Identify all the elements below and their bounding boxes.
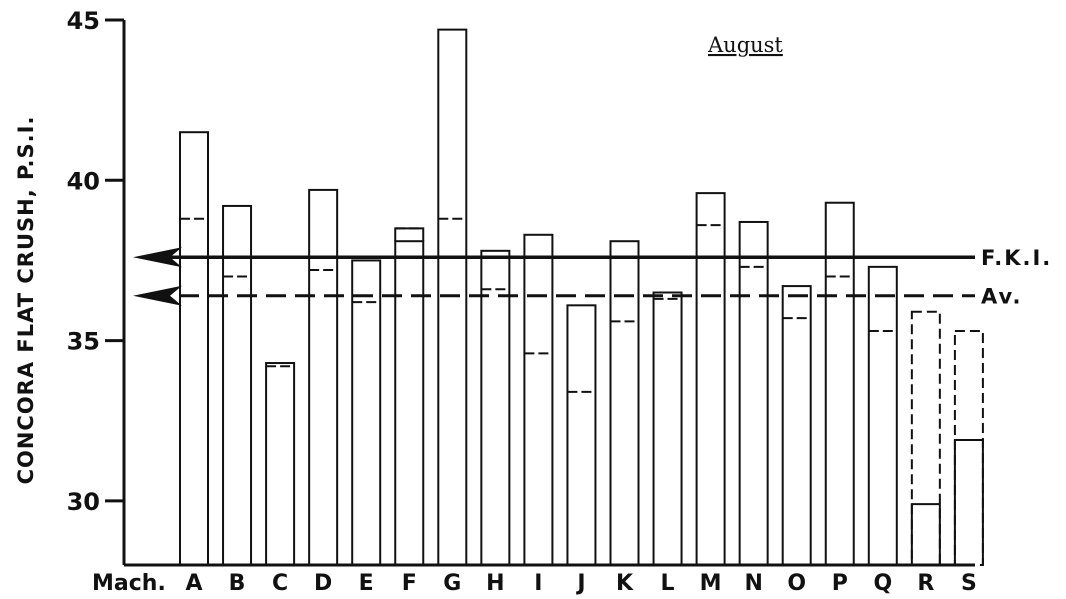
category-label: A bbox=[185, 571, 202, 596]
bar-solid bbox=[910, 503, 941, 565]
category-label: H bbox=[486, 571, 504, 596]
category-label: J bbox=[575, 571, 585, 596]
bar-group-d bbox=[308, 188, 339, 566]
category-label: S bbox=[961, 571, 977, 596]
bar-group-o bbox=[781, 285, 812, 566]
bar-solid bbox=[308, 188, 339, 566]
bar-group-c bbox=[265, 362, 296, 566]
bar-solid bbox=[265, 362, 296, 566]
bar-solid bbox=[351, 259, 382, 566]
category-label: C bbox=[272, 571, 288, 596]
arrow-left-icon bbox=[133, 247, 182, 268]
category-label: N bbox=[744, 571, 762, 596]
chart-title: August bbox=[707, 33, 783, 57]
bar-solid bbox=[738, 220, 769, 566]
bar-group-k bbox=[609, 240, 640, 567]
category-label: E bbox=[359, 571, 374, 596]
bar-dashed-cap bbox=[394, 227, 425, 242]
category-label: O bbox=[787, 571, 806, 596]
bar-group-a bbox=[179, 131, 209, 567]
category-label: D bbox=[314, 571, 332, 596]
category-label: M bbox=[700, 571, 722, 596]
bar-group-m bbox=[695, 192, 726, 566]
category-label: F bbox=[402, 571, 417, 596]
reference-line-label: F.K.I. bbox=[981, 246, 1052, 270]
bar-solid bbox=[824, 201, 855, 566]
bar-group-i bbox=[523, 233, 554, 566]
y-tick-label: 30 bbox=[67, 488, 100, 516]
category-label: Q bbox=[873, 571, 892, 596]
category-label: R bbox=[917, 571, 934, 596]
category-label: L bbox=[661, 571, 675, 596]
bar-solid bbox=[695, 192, 726, 566]
y-axis-label: CONCORA FLAT CRUSH, P.S.I. bbox=[14, 116, 38, 485]
category-label: B bbox=[229, 571, 246, 596]
bar-group-l bbox=[652, 291, 683, 566]
bars bbox=[179, 28, 984, 567]
bar-group-p bbox=[824, 201, 855, 566]
bar-solid bbox=[566, 304, 597, 566]
category-label: P bbox=[832, 571, 848, 596]
bar-solid bbox=[437, 28, 468, 566]
bar-dashed-outline bbox=[910, 310, 941, 566]
y-tick-label: 35 bbox=[67, 328, 100, 356]
bar-group-e bbox=[351, 259, 382, 566]
bar-group-g bbox=[437, 28, 468, 566]
y-tick-label: 45 bbox=[67, 7, 100, 35]
bar-group-b bbox=[222, 204, 253, 567]
y-tick-label: 40 bbox=[67, 167, 100, 195]
bar-solid bbox=[222, 204, 253, 567]
bar-solid bbox=[609, 240, 640, 567]
bar-group-f bbox=[394, 227, 425, 567]
bar-group-s bbox=[953, 329, 984, 566]
reference-line-label: Av. bbox=[981, 285, 1022, 309]
bar-solid bbox=[867, 265, 898, 566]
bar-solid bbox=[953, 438, 984, 565]
category-label: G bbox=[443, 571, 461, 596]
bar-group-r bbox=[910, 310, 941, 566]
x-axis-label: Mach. bbox=[92, 571, 166, 596]
bar-solid bbox=[394, 240, 425, 567]
bar-group-h bbox=[480, 249, 511, 567]
bar-group-n bbox=[738, 220, 769, 566]
bar-dashed-outline bbox=[953, 329, 984, 566]
bar-group-q bbox=[867, 265, 898, 566]
bar-solid bbox=[480, 249, 511, 567]
bar-group-j bbox=[566, 304, 597, 566]
category-label: I bbox=[534, 571, 542, 596]
category-label: K bbox=[616, 571, 634, 596]
y-ticks: 30 35 40 45 bbox=[67, 7, 124, 516]
bar-solid bbox=[179, 131, 209, 567]
bar-solid bbox=[781, 285, 812, 566]
bar-solid bbox=[652, 291, 683, 566]
bar-solid bbox=[523, 233, 554, 566]
reference-lines: F.K.I. Av. bbox=[133, 246, 1052, 309]
arrow-left-icon bbox=[133, 285, 182, 306]
